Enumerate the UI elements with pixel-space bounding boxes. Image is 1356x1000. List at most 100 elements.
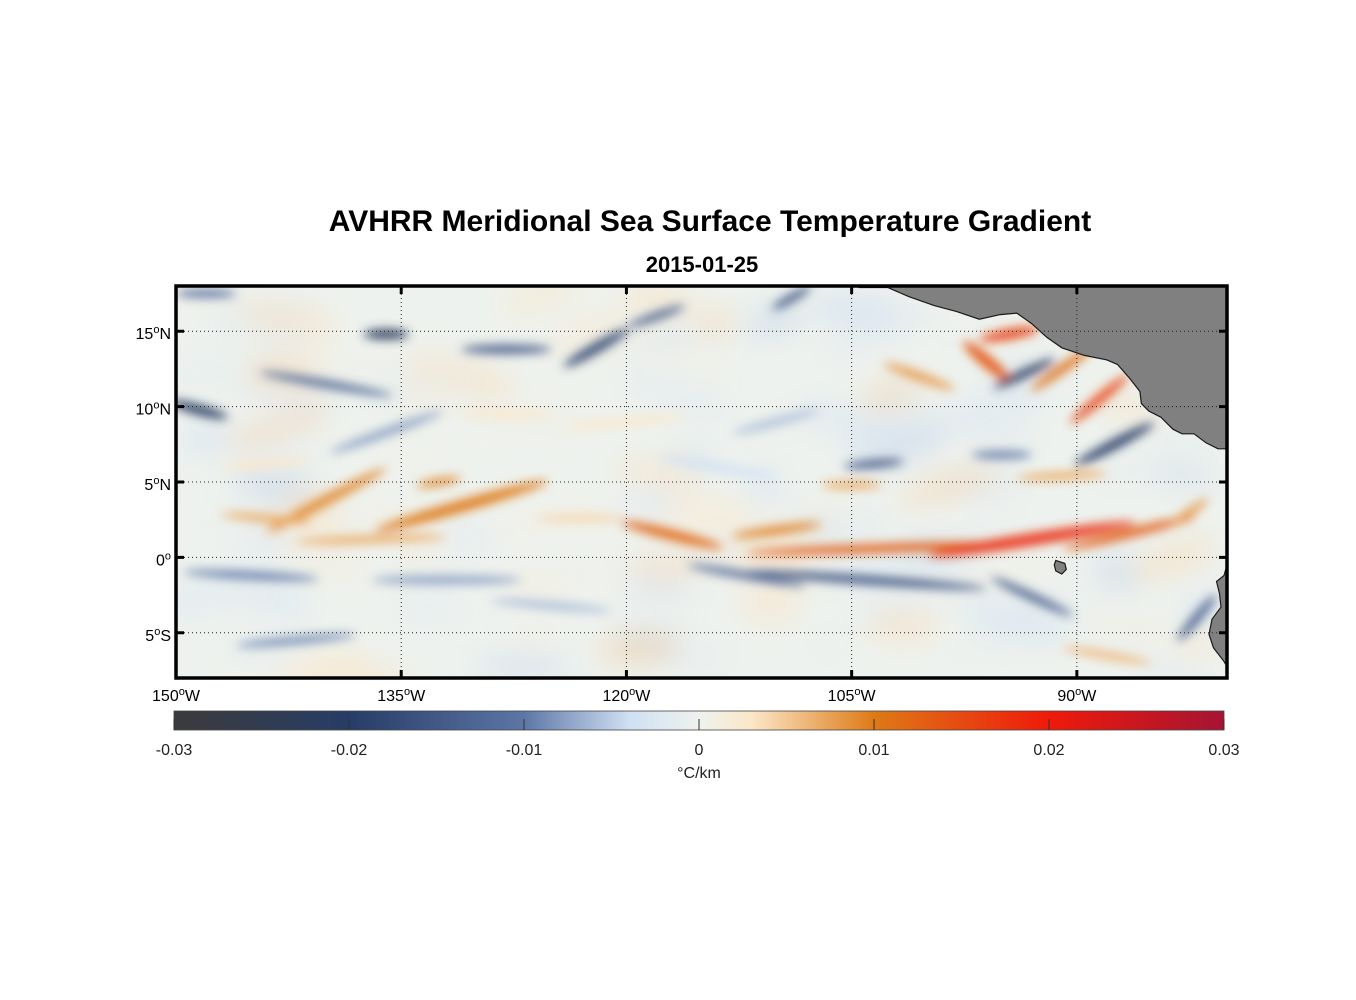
texture-patch bbox=[621, 371, 731, 416]
texture-patch bbox=[391, 447, 438, 466]
positive-gradient-front bbox=[1170, 498, 1209, 526]
latitude-tick-label: 15oN bbox=[136, 324, 171, 343]
texture-patch bbox=[948, 398, 1043, 414]
texture-patch bbox=[809, 293, 896, 327]
negative-gradient-front bbox=[1074, 422, 1155, 466]
positive-gradient-front bbox=[416, 476, 461, 488]
graticule bbox=[176, 286, 1227, 678]
texture-patch bbox=[864, 609, 941, 642]
south-america-land bbox=[1208, 564, 1227, 678]
texture-patch bbox=[797, 402, 894, 441]
chart-title: AVHRR Meridional Sea Surface Temperature… bbox=[328, 205, 1092, 238]
negative-gradient-front bbox=[329, 411, 443, 454]
positive-gradient-front bbox=[928, 521, 1136, 557]
texture-patch bbox=[177, 423, 233, 455]
texture-patch bbox=[931, 411, 1040, 448]
negative-gradient-front bbox=[183, 570, 319, 581]
latitude-labels: 15oN 10oN 5oN 0o 5oS bbox=[136, 324, 171, 645]
positive-gradient-front bbox=[1062, 646, 1152, 665]
negative-gradient-front bbox=[746, 570, 987, 590]
positive-gradient-front bbox=[536, 514, 627, 523]
colorbar-tick-label: 0 bbox=[695, 742, 704, 759]
texture-patch bbox=[1151, 467, 1218, 486]
negative-gradient-front bbox=[971, 450, 1032, 459]
texture-patch bbox=[1095, 618, 1182, 646]
texture-patch bbox=[277, 544, 370, 579]
longitude-tick-label: 120oW bbox=[602, 686, 651, 705]
negative-gradient-front bbox=[771, 286, 812, 310]
galapagos-land bbox=[1053, 559, 1067, 575]
negative-gradient-front bbox=[990, 577, 1073, 616]
longitude-tick-label: 150oW bbox=[152, 686, 201, 705]
texture-patch bbox=[222, 408, 332, 448]
land-masses bbox=[858, 286, 1227, 678]
positive-gradient-front bbox=[821, 481, 882, 490]
negative-gradient-front bbox=[491, 599, 612, 613]
positive-gradient-front bbox=[221, 512, 311, 524]
texture-patch bbox=[266, 650, 367, 678]
colorbar-unit: °C/km bbox=[677, 765, 721, 782]
texture-patch bbox=[657, 649, 733, 666]
texture-patch bbox=[850, 596, 925, 628]
texture-patch bbox=[663, 499, 761, 533]
negative-gradient-front bbox=[176, 289, 237, 298]
colorbar-tick-label: -0.01 bbox=[506, 742, 543, 759]
negative-gradient-front bbox=[461, 344, 552, 354]
texture-patch bbox=[444, 420, 517, 450]
positive-gradient-front bbox=[374, 480, 548, 532]
texture-patch bbox=[821, 319, 919, 356]
colorbar-tick-label: 0.01 bbox=[858, 742, 889, 759]
texture-patch bbox=[395, 604, 482, 635]
negative-gradient-front bbox=[371, 576, 522, 584]
texture-patch bbox=[623, 571, 694, 605]
texture-patch bbox=[745, 304, 805, 336]
texture-patch bbox=[176, 514, 287, 553]
negative-gradient-front bbox=[628, 305, 685, 328]
texture-patch bbox=[622, 554, 719, 573]
texture-patch bbox=[508, 628, 558, 646]
texture-patch bbox=[1094, 394, 1163, 420]
texture-patch bbox=[1177, 633, 1219, 658]
texture-patch bbox=[212, 649, 312, 678]
chart-subtitle: 2015-01-25 bbox=[645, 252, 759, 277]
negative-gradient-front bbox=[563, 328, 630, 368]
negative-gradient-front bbox=[1177, 594, 1217, 641]
texture-patch bbox=[233, 302, 334, 332]
texture-patch bbox=[250, 326, 315, 345]
positive-gradient-front bbox=[1016, 471, 1107, 481]
positive-gradient-front bbox=[731, 522, 822, 538]
positive-gradient-front bbox=[746, 541, 1017, 555]
texture-patch bbox=[745, 469, 785, 505]
central-america-land bbox=[858, 286, 1227, 450]
texture-patch bbox=[395, 550, 441, 573]
positive-gradient-front bbox=[883, 362, 955, 390]
latitude-tick-label: 10oN bbox=[136, 400, 171, 419]
texture-patch bbox=[1093, 559, 1142, 590]
texture-patch bbox=[631, 607, 693, 626]
latitude-tick-label: 5oN bbox=[144, 475, 171, 494]
texture-patch bbox=[741, 591, 802, 621]
longitude-tick-label: 105oW bbox=[828, 686, 877, 705]
longitude-tick-label: 135oW bbox=[377, 686, 426, 705]
texture-patch bbox=[948, 555, 1056, 582]
positive-gradient-front bbox=[1070, 374, 1129, 424]
texture-patch bbox=[624, 335, 732, 379]
positive-gradient-front bbox=[221, 458, 311, 470]
texture-patch bbox=[598, 634, 679, 663]
colorbar-tick-label: 0.03 bbox=[1208, 742, 1239, 759]
texture-patch bbox=[395, 376, 462, 413]
texture-patch bbox=[1096, 458, 1169, 482]
longitude-labels: 150oW 135oW 120oW 105oW 90oW bbox=[152, 686, 1097, 705]
texture-patch bbox=[965, 606, 1068, 645]
colorbar-tick-label: -0.02 bbox=[331, 742, 368, 759]
texture-patch bbox=[809, 632, 855, 656]
colorbar: -0.03 -0.02 -0.01 0 0.01 0.02 0.03 °C/km bbox=[156, 710, 1240, 782]
positive-gradient-front bbox=[620, 521, 723, 549]
texture-patch bbox=[731, 412, 839, 441]
positive-gradient-front bbox=[566, 415, 687, 429]
sst-gradient-field bbox=[176, 286, 1227, 678]
positive-gradient-front bbox=[296, 534, 447, 545]
negative-gradient-front bbox=[236, 633, 356, 647]
positive-gradient-front bbox=[979, 326, 1039, 342]
latitude-tick-label: 0o bbox=[156, 550, 171, 569]
